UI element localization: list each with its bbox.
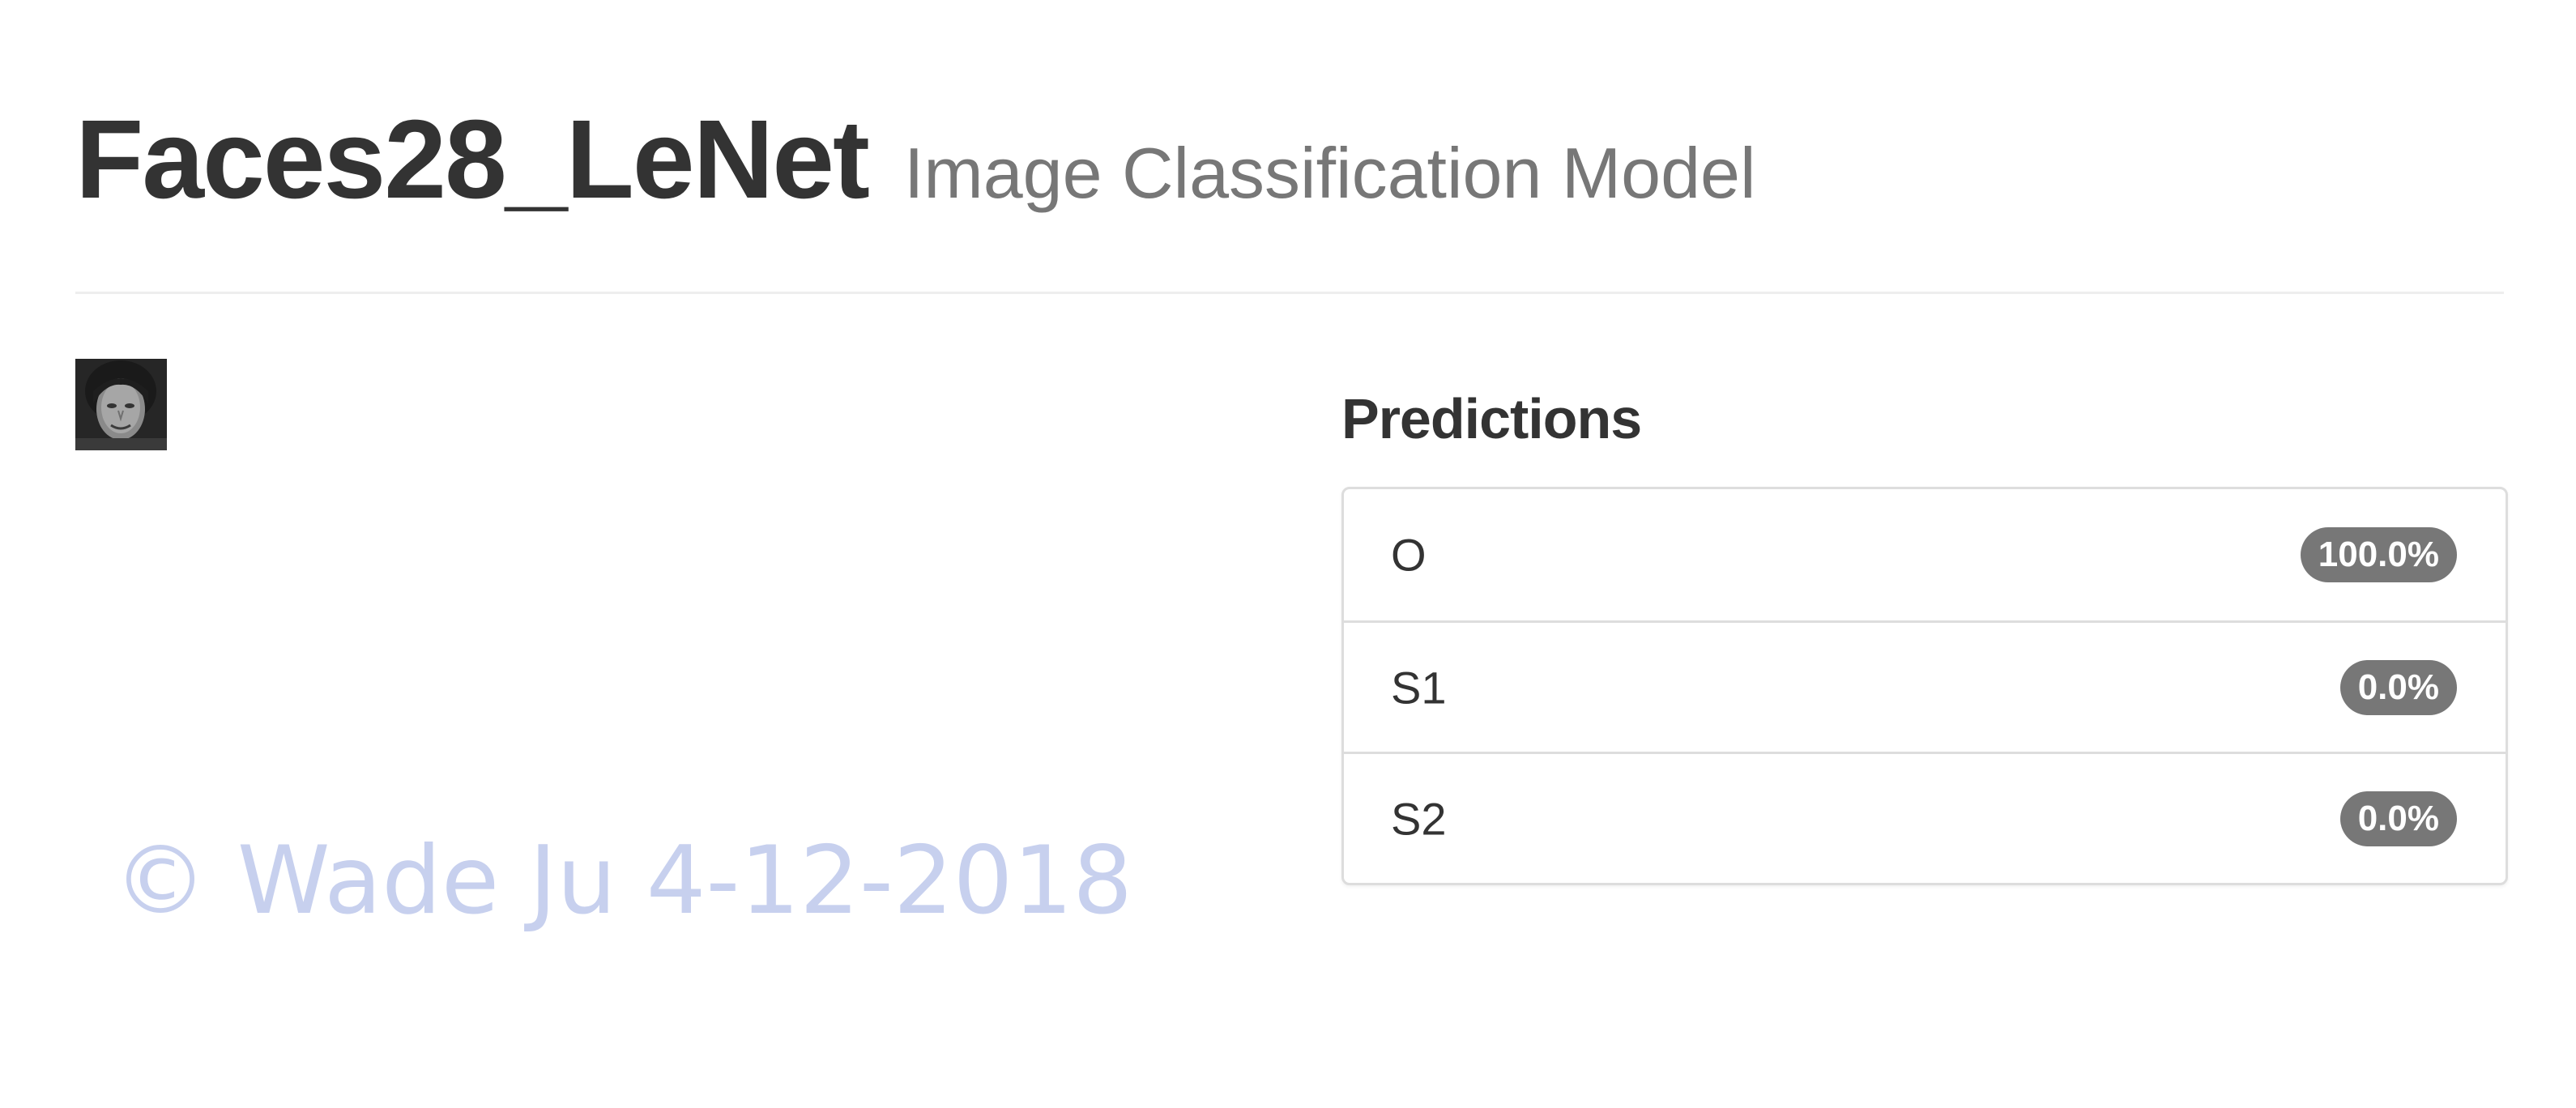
predictions-list: O 100.0% S1 0.0% S2 0.0% xyxy=(1341,487,2508,885)
page-subtitle: Image Classification Model xyxy=(903,133,1756,213)
predictions-heading: Predictions xyxy=(1341,387,1642,450)
prediction-label: S2 xyxy=(1391,793,1447,844)
copyright-watermark: © Wade Ju 4-12-2018 xyxy=(113,826,1133,935)
input-face-image xyxy=(75,359,167,450)
page-title: Faces28_LeNet xyxy=(75,97,870,222)
face-thumbnail-icon xyxy=(75,359,167,450)
header-divider xyxy=(75,292,2504,294)
prediction-label: S1 xyxy=(1391,662,1447,713)
list-item: S2 0.0% xyxy=(1344,752,2506,883)
page-header: Faces28_LeNet Image Classification Model xyxy=(75,104,2506,215)
list-item: O 100.0% xyxy=(1344,489,2506,620)
prediction-score-badge: 0.0% xyxy=(2339,659,2457,715)
prediction-label: O xyxy=(1391,529,1427,581)
list-item: S1 0.0% xyxy=(1344,620,2506,752)
prediction-score-badge: 0.0% xyxy=(2339,791,2457,846)
prediction-score-badge: 100.0% xyxy=(2300,527,2457,582)
